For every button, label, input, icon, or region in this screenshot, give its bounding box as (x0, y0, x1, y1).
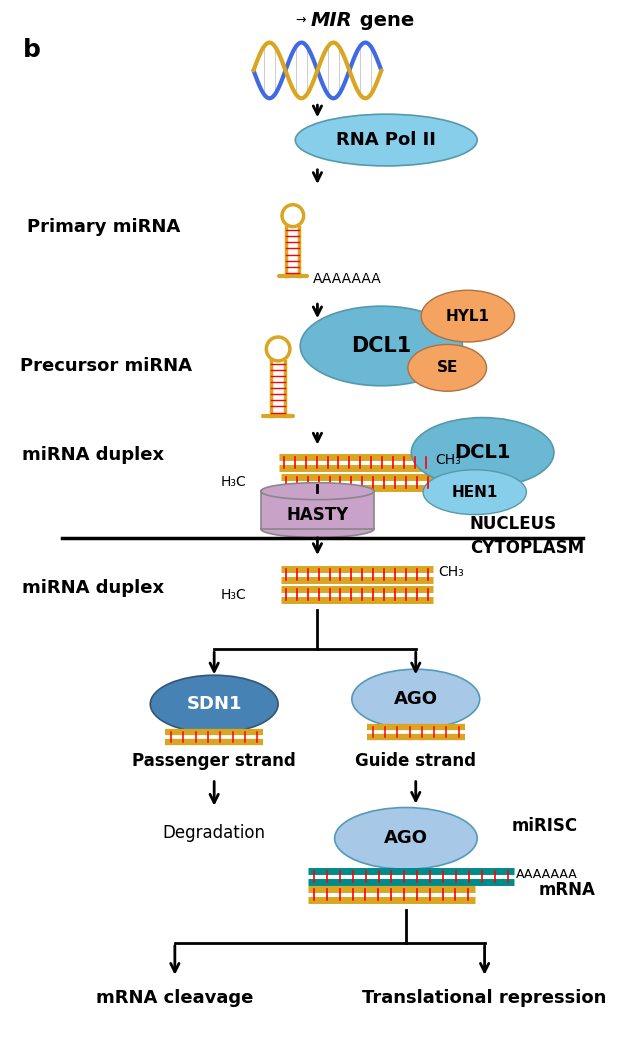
Text: CH₃: CH₃ (438, 564, 464, 579)
Text: AGO: AGO (394, 690, 438, 708)
Ellipse shape (261, 483, 374, 500)
Text: Precursor miRNA: Precursor miRNA (21, 357, 192, 375)
Text: CH₃: CH₃ (435, 453, 461, 467)
Text: RNA Pol II: RNA Pol II (337, 131, 436, 149)
Text: HASTY: HASTY (287, 506, 349, 524)
Ellipse shape (261, 520, 374, 537)
Ellipse shape (423, 469, 526, 515)
Text: AAAAAAA: AAAAAAA (313, 273, 381, 286)
Text: Primary miRNA: Primary miRNA (28, 218, 181, 236)
Text: H₃C: H₃C (221, 476, 247, 489)
Text: miRNA duplex: miRNA duplex (22, 446, 165, 464)
Ellipse shape (335, 808, 477, 869)
Text: MIR: MIR (310, 12, 352, 31)
Text: b: b (22, 38, 40, 61)
Text: miRISC: miRISC (512, 817, 578, 835)
Ellipse shape (421, 291, 515, 342)
Text: Passenger strand: Passenger strand (132, 752, 296, 769)
Text: Guide strand: Guide strand (355, 752, 476, 769)
Ellipse shape (300, 307, 462, 386)
Text: HYL1: HYL1 (446, 309, 490, 323)
Text: →: → (295, 14, 305, 27)
Ellipse shape (150, 675, 278, 733)
Text: Degradation: Degradation (163, 824, 265, 842)
Text: AAAAAAA: AAAAAAA (516, 868, 578, 880)
Text: H₃C: H₃C (221, 588, 247, 601)
Ellipse shape (352, 669, 479, 729)
Text: miRNA duplex: miRNA duplex (22, 578, 165, 597)
Text: mRNA cleavage: mRNA cleavage (96, 988, 254, 1006)
Ellipse shape (412, 418, 554, 487)
Text: HEN1: HEN1 (451, 485, 498, 500)
Text: SE: SE (437, 360, 458, 375)
Ellipse shape (296, 114, 477, 166)
Text: DCL1: DCL1 (454, 443, 511, 462)
Text: gene: gene (353, 12, 414, 31)
Text: NUCLEUS: NUCLEUS (470, 515, 557, 533)
Text: CYTOPLASM: CYTOPLASM (470, 539, 584, 557)
Text: AGO: AGO (384, 830, 428, 848)
Text: Translational repression: Translational repression (362, 988, 607, 1006)
Text: SDN1: SDN1 (187, 696, 242, 713)
Ellipse shape (408, 345, 487, 391)
Text: mRNA: mRNA (538, 882, 595, 900)
Bar (261, 492, 374, 528)
Text: DCL1: DCL1 (351, 336, 412, 356)
